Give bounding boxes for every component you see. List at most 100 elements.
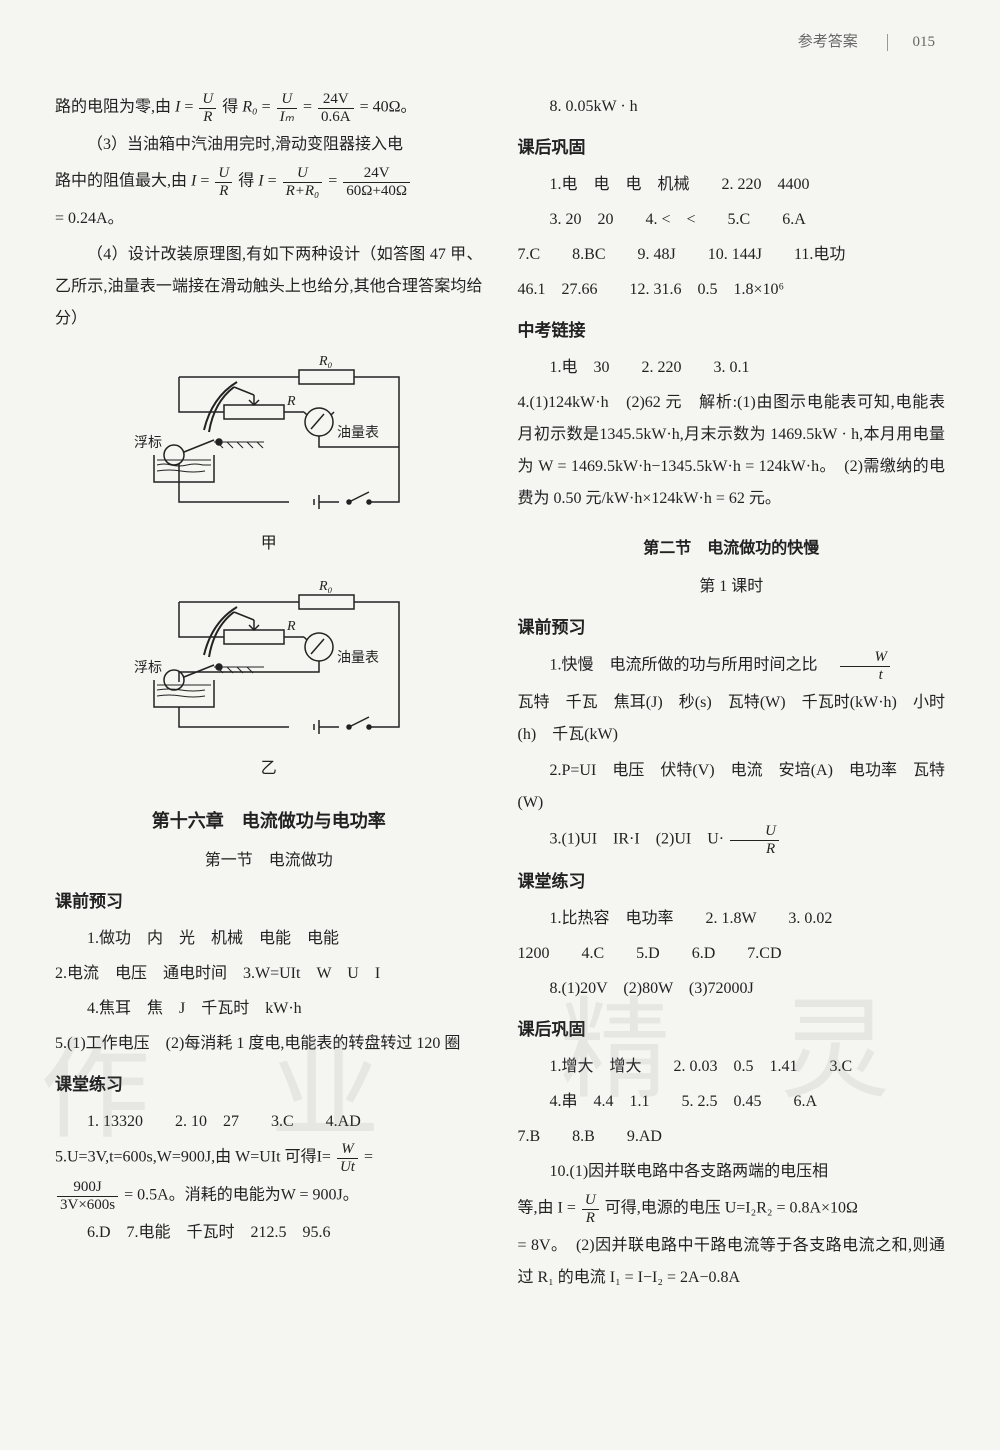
numerator: 24V: [318, 91, 354, 109]
numerator: U: [730, 823, 779, 841]
numerator: U: [199, 91, 216, 109]
text: =: [303, 99, 316, 116]
numerator: U: [283, 165, 323, 183]
class-heading: 课堂练习: [518, 865, 946, 899]
fraction: UR+R₀: [283, 165, 323, 199]
answer-line: 1.快慢 电流所做的功与所用时间之比 Wt: [518, 649, 946, 683]
svg-text:油量表: 油量表: [337, 425, 379, 441]
section-title: 第二节 电流做功的快慢: [518, 533, 946, 565]
numerator: U: [582, 1192, 599, 1210]
answer-line: 1.电 30 2. 220 3. 0.1: [518, 352, 946, 384]
answer-line: 900J3V×600s = 0.5A。消耗的电能为W = 900J。: [55, 1179, 483, 1213]
answer-line: 3.(1)UI IR·I (2)UI U· UR: [518, 823, 946, 857]
denominator: R: [730, 841, 779, 858]
denominator: t: [840, 667, 891, 684]
answer-line: 2.电流 电压 通电时间 3.W=UIt W U I: [55, 958, 483, 990]
fraction: UR: [199, 91, 216, 125]
pre-heading: 课前预习: [518, 611, 946, 645]
text: = 40Ω。: [360, 99, 417, 116]
pre-heading: 课前预习: [55, 885, 483, 919]
fraction: WUt: [337, 1141, 358, 1175]
circuit-diagram-2: R₀ R 浮标: [55, 572, 483, 747]
text: 5.U=3V,t=600s,W=900J,由 W=UIt 可得I=: [55, 1149, 331, 1166]
numerator: 900J: [57, 1179, 118, 1197]
answer-line: 8.(1)20V (2)80W (3)72000J: [518, 973, 946, 1005]
denominator: R: [199, 109, 216, 126]
answer-line: = 8V。 (2)因并联电路中干路电流等于各支路电流之和,则通过 R₁ 的电流 …: [518, 1230, 946, 1294]
fraction: 900J3V×600s: [57, 1179, 118, 1213]
chapter-title: 第十六章 电流做功与电功率: [55, 803, 483, 839]
denominator: R+R₀: [283, 183, 323, 200]
numerator: 24V: [343, 165, 410, 183]
section-title: 第一节 电流做功: [55, 845, 483, 877]
answer-line: 7.C 8.BC 9. 48J 10. 144J 11.电功: [518, 239, 946, 271]
denominator: R: [582, 1210, 599, 1227]
text-line: （4）设计改装原理图,有如下两种设计（如答图 47 甲、乙所示,油量表一端接在滑…: [55, 239, 483, 335]
right-column: 8. 0.05kW · h 课后巩固 1.电 电 电 机械 2. 220 440…: [518, 91, 946, 1298]
class-heading: 课堂练习: [55, 1068, 483, 1102]
answer-line: 6.D 7.电能 千瓦时 212.5 95.6: [55, 1217, 483, 1249]
page-number: 015: [887, 34, 936, 51]
fraction: UR: [582, 1192, 599, 1226]
numerator: U: [215, 165, 232, 183]
header-label: 参考答案: [798, 34, 858, 50]
text-line: （3）当油箱中汽油用完时,滑动变阻器接入电: [55, 129, 483, 161]
answer-line: 7.B 8.B 9.AD: [518, 1121, 946, 1153]
diagram-caption: 甲: [55, 528, 483, 560]
svg-text:油量表: 油量表: [337, 650, 379, 666]
exam-heading: 中考链接: [518, 314, 946, 348]
answer-line: 4.焦耳 焦 J 千瓦时 kW·h: [55, 993, 483, 1025]
var-R0: R₀: [242, 99, 257, 116]
text: = 0.5A。消耗的电能为W = 900J。: [124, 1187, 359, 1204]
answer-line: 瓦特 千瓦 焦耳(J) 秒(s) 瓦特(W) 千瓦时(kW·h) 小时(h) 千…: [518, 687, 946, 751]
answer-line: 46.1 27.66 12. 31.6 0.5 1.8×10⁶: [518, 274, 946, 306]
fraction: UIₘ: [277, 91, 297, 125]
denominator: 0.6A: [318, 109, 354, 126]
answer-line: 1.电 电 电 机械 2. 220 4400: [518, 169, 946, 201]
answer-line: 5.U=3V,t=600s,W=900J,由 W=UIt 可得I= WUt =: [55, 1141, 483, 1175]
answer-line: 1.做功 内 光 机械 电能 电能: [55, 923, 483, 955]
text: 可得,电源的电压 U=I₂R₂ = 0.8A×10Ω: [605, 1200, 858, 1217]
answer-line: 1200 4.C 5.D 6.D 7.CD: [518, 938, 946, 970]
text: 路的电阻为零,由: [55, 99, 175, 116]
answer-line: 5.(1)工作电压 (2)每消耗 1 度电,电能表的转盘转过 120 圈: [55, 1028, 483, 1060]
text-line: 路中的阻值最大,由 I = UR 得 I = UR+R₀ = 24V60Ω+40…: [55, 165, 483, 199]
fraction: 24V60Ω+40Ω: [343, 165, 410, 199]
answer-line: 1.比热容 电功率 2. 1.8W 3. 0.02: [518, 903, 946, 935]
text-line: 路的电阻为零,由 I = UR 得 R₀ = UIₘ = 24V0.6A = 4…: [55, 91, 483, 125]
post-heading: 课后巩固: [518, 1013, 946, 1047]
page-header: 参考答案 015: [55, 30, 945, 51]
svg-text:R₀: R₀: [318, 579, 333, 594]
answer-line: 4.串 4.4 1.1 5. 2.5 0.45 6.A: [518, 1086, 946, 1118]
svg-text:R₀: R₀: [318, 354, 333, 369]
denominator: R: [215, 183, 232, 200]
text: =: [364, 1149, 373, 1166]
fraction: Wt: [840, 649, 891, 683]
numerator: W: [337, 1141, 358, 1159]
diagram-caption: 乙: [55, 753, 483, 785]
answer-line: 10.(1)因并联电路中各支路两端的电压相: [518, 1156, 946, 1188]
svg-text:浮标: 浮标: [134, 660, 162, 676]
numerator: W: [840, 649, 891, 667]
text: =: [328, 173, 341, 190]
left-column: 路的电阻为零,由 I = UR 得 R₀ = UIₘ = 24V0.6A = 4…: [55, 91, 483, 1298]
circuit-diagram-1: R₀ R 浮标: [55, 347, 483, 522]
svg-text:浮标: 浮标: [134, 435, 162, 451]
answer-explanation: 4.(1)124kW·h (2)62 元 解析:(1)由图示电能表可知,电能表月…: [518, 387, 946, 515]
denominator: 60Ω+40Ω: [343, 183, 410, 200]
text: 1.快慢 电流所做的功与所用时间之比: [550, 657, 834, 674]
fraction: UR: [215, 165, 232, 199]
answer-line: 1. 13320 2. 10 27 3.C 4.AD: [55, 1106, 483, 1138]
text: =: [184, 99, 197, 116]
answer-line: 2.P=UI 电压 伏特(V) 电流 安培(A) 电功率 瓦特(W): [518, 755, 946, 819]
text: 等,由 I =: [518, 1200, 576, 1217]
numerator: U: [277, 91, 297, 109]
denominator: Ut: [337, 1159, 358, 1176]
denominator: 3V×600s: [57, 1197, 118, 1214]
answer-line: 3. 20 20 4. < < 5.C 6.A: [518, 204, 946, 236]
answer-line: 8. 0.05kW · h: [518, 91, 946, 123]
svg-text:R: R: [286, 394, 296, 409]
lesson-title: 第 1 课时: [518, 571, 946, 603]
text: 路中的阻值最大,由: [55, 173, 191, 190]
answer-line: 等,由 I = UR 可得,电源的电压 U=I₂R₂ = 0.8A×10Ω: [518, 1192, 946, 1226]
